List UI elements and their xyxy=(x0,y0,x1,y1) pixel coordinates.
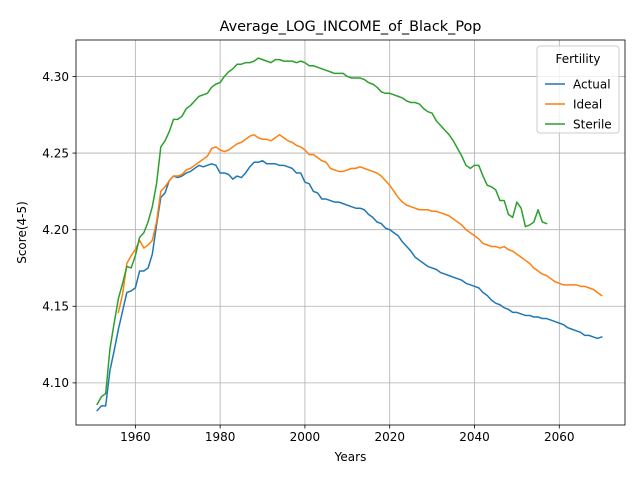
y-tick-label: 4.20 xyxy=(42,223,69,237)
y-tick-label: 4.10 xyxy=(42,376,69,390)
legend-label-sterile: Sterile xyxy=(573,117,612,131)
legend: Fertility Actual Ideal Sterile xyxy=(536,45,620,134)
legend-items: Actual Ideal Sterile xyxy=(545,77,612,131)
legend-label-actual: Actual xyxy=(573,77,611,91)
x-tick-label: 2020 xyxy=(374,430,405,444)
y-tick-label: 4.30 xyxy=(42,70,69,84)
axis-ticks: 1960 1980 2000 2020 2040 2060 4.10 4.15 4.20 4.25… xyxy=(42,70,574,444)
series-line-actual xyxy=(96,159,603,412)
x-axis-label: Years xyxy=(334,450,367,464)
series-line-sterile xyxy=(96,57,548,406)
legend-box xyxy=(536,45,620,134)
x-tick-label: 2060 xyxy=(544,430,575,444)
series-line-ideal xyxy=(117,133,603,314)
x-tick-label: 1980 xyxy=(205,430,236,444)
chart-title: Average_LOG_INCOME_of_Black_Pop xyxy=(220,19,482,35)
y-tick-label: 4.25 xyxy=(42,146,69,160)
x-tick-label: 2000 xyxy=(290,430,321,444)
x-tick-label: 2040 xyxy=(459,430,490,444)
legend-title: Fertility xyxy=(555,52,600,66)
legend-label-ideal: Ideal xyxy=(573,97,602,111)
x-tick-label: 1960 xyxy=(120,430,151,444)
y-axis-label: Score(4-5) xyxy=(15,201,29,264)
y-tick-label: 4.15 xyxy=(42,300,69,314)
series-lines xyxy=(96,57,603,412)
plot-area-frame xyxy=(75,39,626,426)
